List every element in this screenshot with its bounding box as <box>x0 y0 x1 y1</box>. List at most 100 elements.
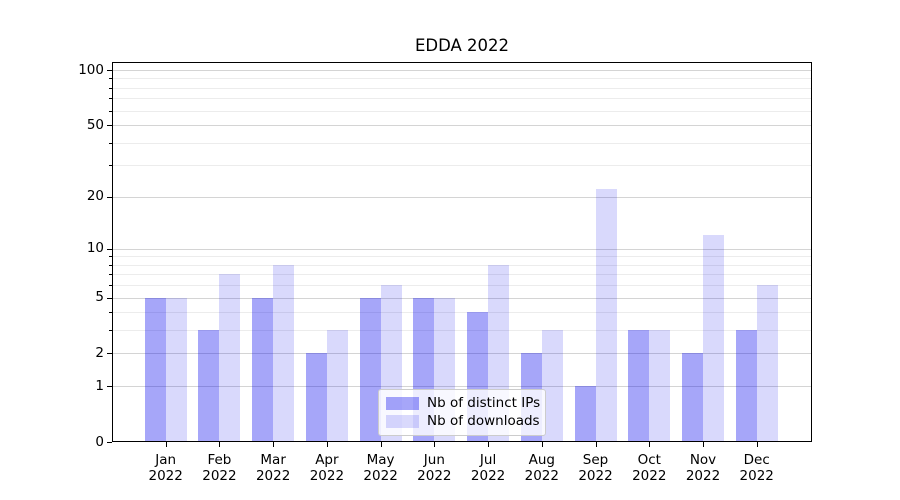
y-tick-minor <box>109 285 112 287</box>
gridline-major <box>112 386 812 388</box>
plot-area <box>112 62 812 442</box>
x-tick-label-month: Sep <box>582 452 609 468</box>
x-tick-label-year: 2022 <box>363 468 398 484</box>
y-tick-major <box>107 386 112 388</box>
bar-downloads-dec <box>756 285 778 442</box>
x-tick-label: Nov 2022 <box>676 452 730 484</box>
bar-distinct-ips-jan <box>144 297 166 442</box>
y-tick-minor <box>109 78 112 80</box>
y-tick-minor <box>109 264 112 266</box>
gridline-minor <box>112 87 812 89</box>
bar-downloads-sep <box>595 189 617 442</box>
x-tick-label-month: Mar <box>260 452 286 468</box>
y-tick-major <box>107 125 112 127</box>
x-tick <box>165 442 167 447</box>
chart-title: EDDA 2022 <box>414 36 510 55</box>
y-tick-major <box>107 70 112 72</box>
y-tick-label: 1 <box>95 377 104 394</box>
bar-distinct-ips-feb <box>198 330 220 442</box>
y-tick-minor <box>109 330 112 332</box>
y-tick-major <box>107 353 112 355</box>
y-tick-minor <box>109 256 112 258</box>
x-tick-label-year: 2022 <box>148 468 183 484</box>
x-tick <box>756 442 758 447</box>
y-tick-major <box>107 248 112 250</box>
legend-swatch-distinct-ips <box>386 396 419 410</box>
x-tick <box>326 442 328 447</box>
y-tick-label: 0 <box>95 433 104 450</box>
x-tick-label-month: Dec <box>743 452 770 468</box>
legend-label-distinct-ips: Nb of distinct IPs <box>427 394 541 411</box>
bar-distinct-ips-nov <box>682 353 703 442</box>
y-tick-label: 2 <box>95 344 104 361</box>
gridline-major <box>112 196 812 198</box>
legend-label-downloads: Nb of downloads <box>427 413 540 430</box>
y-tick-label: 10 <box>86 240 104 257</box>
x-tick-label-year: 2022 <box>524 468 559 484</box>
gridline-minor <box>112 142 812 144</box>
gridline-major <box>112 70 812 72</box>
x-tick-label-month: Jun <box>423 452 445 468</box>
x-tick <box>595 442 597 447</box>
y-tick-label: 20 <box>86 188 104 205</box>
x-tick <box>541 442 543 447</box>
x-tick <box>434 442 436 447</box>
bar-downloads-oct <box>649 330 671 442</box>
x-tick-label: Apr 2022 <box>300 452 354 484</box>
bar-distinct-ips-mar <box>252 297 274 442</box>
x-tick-label-month: Nov <box>689 452 717 468</box>
x-tick-label: Oct 2022 <box>622 452 676 484</box>
bar-distinct-ips-dec <box>735 330 757 442</box>
bar-distinct-ips-sep <box>574 386 596 442</box>
y-tick-minor <box>109 312 112 314</box>
bar-downloads-jan <box>165 297 187 442</box>
y-tick-minor <box>109 110 112 112</box>
gridline-major <box>112 353 812 355</box>
x-tick <box>219 442 221 447</box>
gridline-minor <box>112 110 812 112</box>
y-tick-minor <box>109 142 112 144</box>
bar-distinct-ips-may <box>359 297 381 442</box>
gridline-minor <box>112 330 812 332</box>
y-tick-minor <box>109 87 112 89</box>
gridline-minor <box>112 256 812 258</box>
legend-item-distinct-ips: Nb of distinct IPs <box>386 394 541 411</box>
x-tick-label: Jul 2022 <box>461 452 515 484</box>
x-tick-label: Sep 2022 <box>569 452 623 484</box>
x-tick-label: May 2022 <box>354 452 408 484</box>
gridline-minor <box>112 98 812 100</box>
x-tick-label: Dec 2022 <box>730 452 784 484</box>
x-tick <box>273 442 275 447</box>
legend-swatch-downloads <box>386 415 419 429</box>
x-tick <box>488 442 490 447</box>
bar-downloads-apr <box>326 330 348 442</box>
x-tick-label-month: Apr <box>315 452 339 468</box>
x-tick-label-year: 2022 <box>417 468 452 484</box>
gridline-major <box>112 297 812 299</box>
x-tick-label: Jan 2022 <box>139 452 193 484</box>
bar-downloads-mar <box>273 264 295 442</box>
x-tick-label-year: 2022 <box>578 468 613 484</box>
y-tick-major <box>107 196 112 198</box>
x-tick-label-month: Jan <box>155 452 177 468</box>
legend-item-downloads: Nb of downloads <box>386 413 540 430</box>
x-tick <box>703 442 704 447</box>
gridline-minor <box>112 285 812 287</box>
bar-downloads-nov <box>703 235 724 442</box>
gridline-major <box>112 248 812 250</box>
y-tick-minor <box>109 165 112 167</box>
y-tick-major <box>107 442 112 443</box>
bar-distinct-ips-oct <box>628 330 650 442</box>
x-tick-label: Jun 2022 <box>407 452 461 484</box>
x-tick-label-month: May <box>366 452 395 468</box>
x-tick-label-year: 2022 <box>739 468 774 484</box>
gridline-minor <box>112 264 812 266</box>
gridline-minor <box>112 165 812 167</box>
x-tick-label-month: Feb <box>207 452 232 468</box>
x-tick <box>649 442 651 447</box>
x-tick <box>380 442 382 447</box>
x-tick-label-year: 2022 <box>202 468 237 484</box>
y-tick-label: 50 <box>86 116 104 133</box>
x-tick-label: Mar 2022 <box>246 452 300 484</box>
